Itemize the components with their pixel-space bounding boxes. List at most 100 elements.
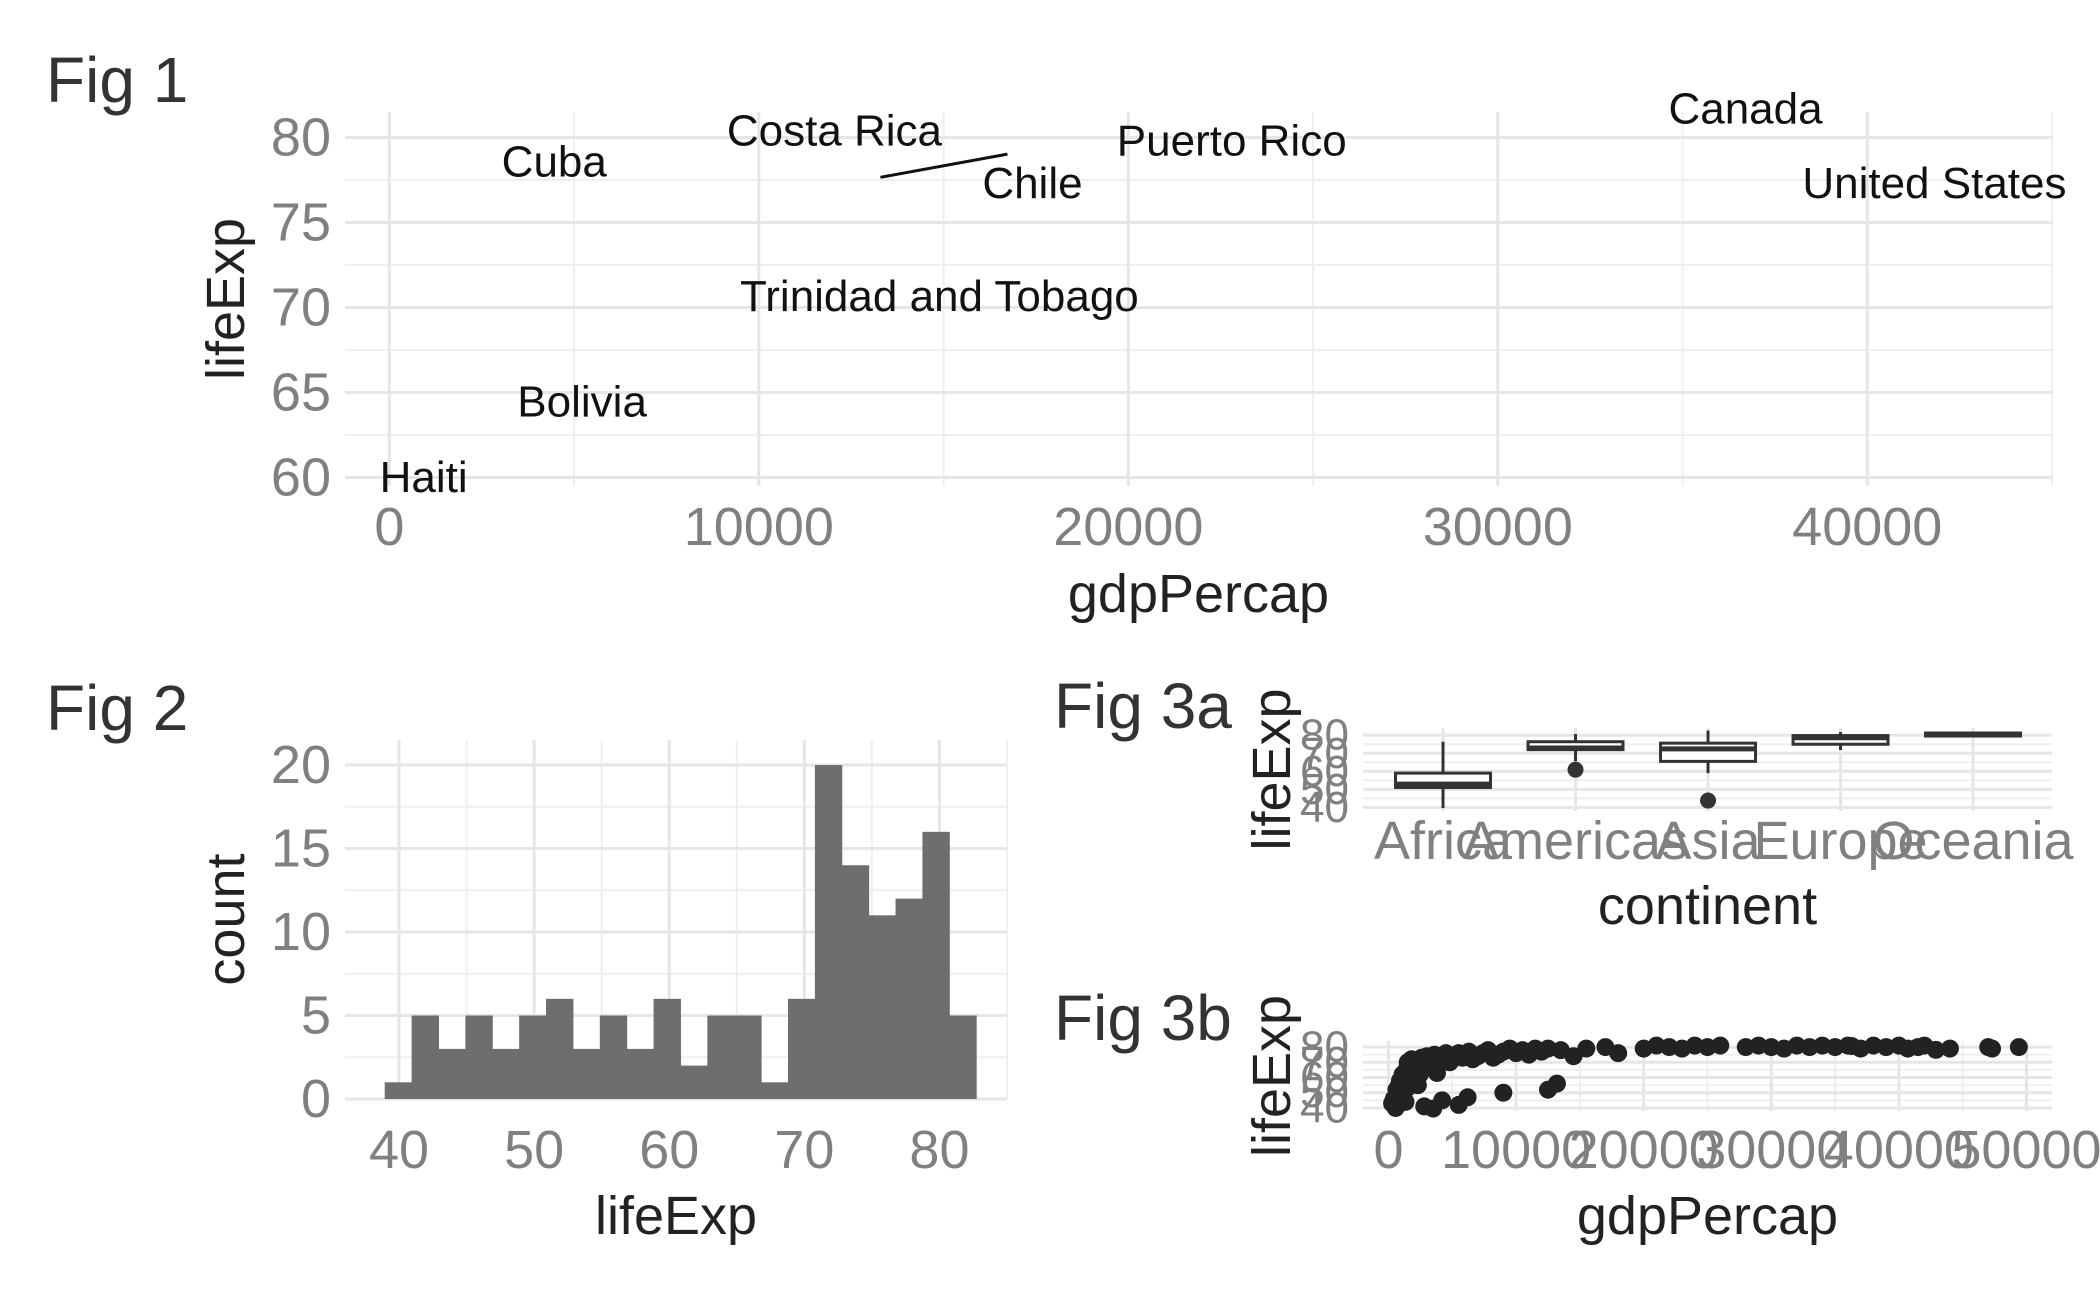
point-label: Cuba <box>502 137 608 186</box>
scatter-point <box>1458 1088 1477 1107</box>
y-tick-label: 20 <box>271 735 331 795</box>
box-outlier <box>1700 792 1717 809</box>
y-tick-label: 75 <box>271 193 331 253</box>
x-tick-label: Africa <box>1374 811 1513 871</box>
histogram-bar <box>519 1015 547 1099</box>
y-tick-label: 5 <box>301 986 331 1046</box>
scatter-point <box>1711 1036 1730 1055</box>
y-tick-label: 60 <box>1300 747 1349 796</box>
scatter-point <box>1609 1044 1628 1063</box>
fig1-panel: Costa Rica Puerto Rico Cuba Chile Canada Unit… <box>46 44 2066 624</box>
panel-tag: Fig 1 <box>46 44 188 116</box>
x-tick-label: 10000 <box>684 497 834 557</box>
histogram-bar <box>895 898 923 1099</box>
histogram-bar <box>787 998 816 1099</box>
scatter-point <box>1415 1097 1434 1116</box>
histogram-bar <box>761 1082 789 1099</box>
scatter-point <box>1547 1074 1566 1093</box>
y-tick-label: 10 <box>271 902 331 962</box>
point-label: Trinidad and Tobago <box>740 272 1139 321</box>
histogram-bar <box>949 1015 977 1099</box>
panel-tag: Fig 3b <box>1054 982 1232 1054</box>
x-axis-title: gdpPercap <box>1577 1186 1838 1246</box>
scatter-point <box>1494 1083 1513 1102</box>
y-tick-label: 60 <box>1300 1053 1349 1102</box>
point-label: Haiti <box>380 453 468 502</box>
y-tick-label: 40 <box>1300 783 1349 832</box>
y-axis-title: lifeExp <box>1242 688 1302 850</box>
scatter-point <box>1926 1040 1945 1059</box>
histogram-bar <box>492 1048 520 1099</box>
x-tick-label: 30000 <box>1423 497 1573 557</box>
point-label: Bolivia <box>517 377 647 426</box>
x-tick-label: 0 <box>374 497 404 557</box>
x-tick-label: 60 <box>639 1120 699 1180</box>
point-label: Puerto Rico <box>1117 117 1347 166</box>
y-tick-label: 70 <box>1300 729 1349 778</box>
y-tick-label: 50 <box>1300 765 1349 814</box>
histogram-bar <box>653 998 681 1099</box>
scatter-point <box>1983 1039 2002 1058</box>
x-tick-label: Asia <box>1656 811 1762 871</box>
histogram-bar <box>626 1048 655 1099</box>
y-tick-label: 40 <box>1300 1083 1349 1132</box>
histogram-bar <box>384 1082 413 1099</box>
histogram-bar <box>599 1015 628 1099</box>
point-label: United States <box>1802 159 2066 208</box>
fig2-panel: 0 5 10 15 20 40 50 60 70 80 lifeExp count Fig 2 <box>46 672 1008 1246</box>
histogram-bar <box>707 1015 735 1099</box>
histogram-bar <box>438 1048 466 1099</box>
scatter-point <box>1577 1039 1596 1058</box>
box <box>1659 741 1758 763</box>
histogram-bar <box>411 1015 439 1099</box>
x-tick-label: 70 <box>774 1120 834 1180</box>
histogram-bar <box>922 831 950 1099</box>
scatter-point <box>1940 1039 1959 1058</box>
x-axis-title: lifeExp <box>595 1186 757 1246</box>
x-axis-title: continent <box>1598 876 1817 936</box>
x-tick-label: 0 <box>1373 1120 1403 1180</box>
y-tick-label: 80 <box>1300 711 1349 760</box>
y-tick-label: 0 <box>301 1069 331 1129</box>
y-tick-label: 15 <box>271 819 331 879</box>
point-label: Canada <box>1668 85 1823 134</box>
y-tick-label: 50 <box>1300 1068 1349 1117</box>
histogram-bar <box>680 1065 708 1099</box>
box-outlier <box>1567 761 1584 778</box>
x-tick-label: Europe <box>1753 811 1927 871</box>
y-tick-label: 65 <box>271 363 331 423</box>
panel-tag: Fig 3a <box>1054 670 1232 742</box>
x-tick-label: Oceania <box>1872 811 2074 871</box>
scatter-point <box>1396 1092 1415 1111</box>
histogram-bar <box>814 765 843 1099</box>
y-axis-title: lifeExp <box>1242 995 1302 1157</box>
x-tick-label: Americas <box>1463 811 1688 871</box>
x-tick-label: 50 <box>504 1120 564 1180</box>
x-tick-label: 20000 <box>1569 1120 1719 1180</box>
histogram-bar <box>572 1048 601 1099</box>
histogram-bar <box>868 915 897 1099</box>
y-tick-label: 70 <box>1300 1038 1349 1087</box>
x-tick-label: 40000 <box>1792 497 1942 557</box>
x-tick-label: 20000 <box>1053 497 1203 557</box>
x-tick-label: 10000 <box>1441 1120 1591 1180</box>
y-tick-label: 70 <box>271 278 331 338</box>
y-tick-label: 80 <box>1300 1023 1349 1072</box>
y-axis-title: count <box>196 853 256 985</box>
histogram-bar <box>841 865 870 1099</box>
scatter-point <box>2009 1038 2028 1057</box>
panel-tag: Fig 2 <box>46 672 188 744</box>
x-tick-label: 30000 <box>1696 1120 1846 1180</box>
x-tick-label: 40000 <box>1824 1120 1974 1180</box>
y-axis-title: lifeExp <box>196 218 256 380</box>
x-tick-label: 40 <box>369 1120 429 1180</box>
y-tick-label: 80 <box>271 108 331 168</box>
x-tick-label: 80 <box>909 1120 969 1180</box>
histogram-bar <box>465 1015 493 1099</box>
point-label: Chile <box>982 159 1082 208</box>
x-axis-title: gdpPercap <box>1068 564 1329 624</box>
x-tick-label: 50000 <box>1951 1120 2100 1180</box>
